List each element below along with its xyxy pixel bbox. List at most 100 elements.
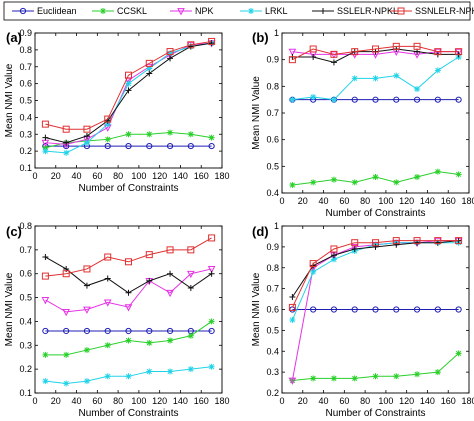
data-point-lrkl: [63, 149, 70, 156]
series-ssnlelr-npkl: [288, 42, 463, 64]
data-point-euclidean: [455, 96, 462, 103]
data-point-lrkl: [104, 373, 111, 380]
y-tick-label: 0.7: [19, 62, 32, 72]
series-euclidean: [289, 96, 462, 103]
y-tick-label: 0.9: [266, 55, 279, 65]
data-point-euclidean: [166, 327, 174, 335]
data-point-sslelr-npkl: [125, 87, 132, 94]
series-ssnlelr-npkl: [41, 234, 216, 280]
data-point-sslelr-npkl: [330, 252, 337, 259]
y-tick-label: 0.5: [19, 293, 32, 303]
chart-panel-b: (b) 0 20 40 60 80 100 120 140 160 180 0.4 0.5 0.6 0.7 0…: [251, 28, 474, 219]
data-point-ssnlelr-npkl: [392, 237, 400, 245]
data-point-lrkl: [83, 139, 90, 146]
data-point-ssnlelr-npkl: [372, 45, 379, 53]
data-point-ssnlelr-npkl: [187, 41, 195, 49]
data-point-ssnlelr-npkl: [125, 71, 132, 79]
chart-panels: (a)0 20 40 60 80 100 120 140 160 1800.10.20.30.40…: [4, 28, 474, 419]
y-axis-label: Mean NMI Value: [251, 272, 262, 346]
data-point-sslelr-npkl: [187, 285, 194, 292]
data-point-sslelr-npkl: [146, 277, 153, 284]
series-line-ssnlelr-npkl: [45, 40, 212, 130]
x-tick-label: 180: [214, 171, 229, 181]
data-point-ccskl: [414, 174, 421, 180]
y-tick-label: 1: [274, 28, 279, 38]
y-tick-label: 0.3: [19, 340, 32, 350]
data-point-lrkl: [146, 368, 153, 375]
legend-marker-ssnlelr-npkl: [397, 7, 405, 15]
data-point-sslelr-npkl: [125, 289, 132, 296]
series-sslelr-npkl: [42, 40, 215, 146]
data-point-ssnlelr-npkl: [351, 48, 359, 56]
legend: Euclidean CCSKL NPK LRKL SSLELR-NPKL SSNLELR-…: [3, 1, 474, 21]
y-tick-label: 0.1: [19, 163, 32, 173]
data-point-ccskl: [63, 351, 70, 358]
data-point-ccskl: [414, 371, 421, 378]
y-tick-label: 0.7: [19, 245, 32, 255]
legend-marker-ccskl: [100, 8, 106, 14]
data-point-euclidean: [455, 306, 462, 313]
data-point-lrkl: [393, 72, 400, 79]
data-point-lrkl: [208, 363, 215, 370]
y-tick-label: 0.2: [266, 388, 279, 398]
data-point-npk: [83, 306, 91, 314]
data-point-euclidean: [104, 327, 111, 335]
data-point-ssnlelr-npkl: [392, 42, 400, 50]
y-tick-label: 0.6: [19, 79, 32, 89]
data-point-euclidean: [166, 142, 174, 150]
data-point-sslelr-npkl: [208, 40, 215, 47]
legend-entry-euclidean: Euclidean: [12, 6, 77, 16]
data-point-ccskl: [146, 339, 153, 346]
data-point-euclidean: [393, 96, 400, 103]
legend-entry-npk: NPK: [170, 6, 214, 16]
data-point-ssnlelr-npkl: [41, 120, 49, 128]
data-point-ccskl: [208, 134, 215, 141]
y-axis-label: Mean NMI Value: [4, 272, 15, 346]
data-point-euclidean: [208, 142, 215, 150]
data-point-ccskl: [372, 174, 379, 180]
x-tick-label: 80: [360, 196, 370, 206]
data-point-lrkl: [42, 148, 49, 155]
data-point-ccskl: [167, 337, 174, 344]
data-point-euclidean: [413, 306, 421, 313]
data-point-euclidean: [125, 142, 132, 150]
x-tick-label: 60: [92, 171, 102, 181]
data-point-lrkl: [372, 75, 379, 82]
data-point-ccskl: [208, 318, 215, 325]
x-tick-label: 80: [113, 171, 123, 181]
x-tick-label: 140: [420, 396, 435, 406]
x-tick-label: 100: [378, 396, 393, 406]
data-point-ccskl: [455, 350, 462, 357]
data-point-lrkl: [42, 378, 49, 385]
legend-label-euclidean: Euclidean: [37, 6, 77, 16]
data-point-sslelr-npkl: [83, 282, 90, 289]
series-ccskl: [289, 168, 462, 188]
data-point-ssnlelr-npkl: [330, 50, 338, 58]
y-tick-label: 0.6: [266, 135, 279, 145]
data-point-ssnlelr-npkl: [434, 48, 442, 56]
data-point-ssnlelr-npkl: [455, 237, 463, 245]
series-lrkl: [42, 40, 215, 156]
x-tick-label: 0: [32, 171, 37, 181]
data-point-npk: [62, 308, 70, 317]
y-tick-label: 0.9: [19, 28, 32, 38]
data-point-ssnlelr-npkl: [125, 258, 132, 266]
x-tick-label: 180: [461, 396, 474, 406]
y-tick-label: 0.5: [19, 96, 32, 106]
data-point-euclidean: [42, 327, 49, 335]
data-point-lrkl: [125, 373, 132, 380]
y-tick-label: 0.8: [19, 45, 32, 55]
x-tick-label: 0: [279, 196, 284, 206]
x-tick-label: 20: [51, 171, 61, 181]
data-point-euclidean: [125, 327, 132, 335]
y-tick-label: 0.2: [19, 364, 32, 374]
x-tick-label: 20: [298, 396, 308, 406]
x-tick-label: 180: [461, 196, 474, 206]
legend-marker-lrkl: [248, 8, 254, 14]
x-tick-label: 60: [339, 196, 349, 206]
data-point-sslelr-npkl: [167, 270, 174, 277]
data-point-lrkl: [167, 50, 174, 57]
data-point-npk: [103, 299, 112, 307]
data-point-ccskl: [83, 347, 90, 354]
